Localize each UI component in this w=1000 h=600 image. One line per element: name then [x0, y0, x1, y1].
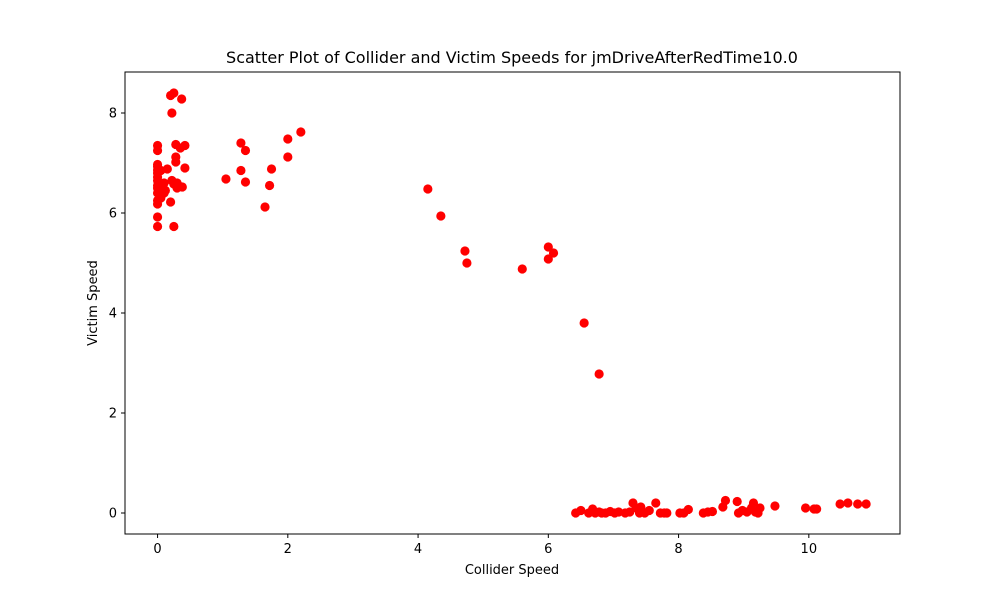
x-tick-label: 6	[544, 542, 552, 557]
data-point	[159, 178, 169, 188]
data-point	[423, 184, 433, 194]
data-point	[162, 164, 172, 174]
data-point	[152, 221, 163, 232]
y-tick-label: 6	[109, 207, 117, 222]
data-point	[843, 498, 853, 508]
data-point	[296, 127, 306, 137]
data-point	[853, 499, 863, 509]
data-point	[812, 504, 822, 514]
data-point	[543, 242, 553, 252]
data-point	[221, 174, 231, 184]
data-point	[240, 145, 251, 156]
data-point	[169, 88, 179, 98]
data-point	[707, 506, 718, 517]
data-point	[683, 504, 693, 515]
x-tick-label: 2	[284, 542, 292, 557]
data-point	[732, 496, 742, 507]
data-point	[283, 134, 293, 144]
y-tick-label: 2	[109, 407, 117, 422]
data-point	[240, 177, 251, 187]
data-point	[264, 180, 275, 191]
data-point	[165, 197, 176, 207]
data-point	[517, 264, 527, 274]
y-axis-label: Victim Speed	[86, 260, 101, 346]
data-point	[748, 498, 759, 508]
data-point	[180, 163, 190, 173]
y-tick-label: 0	[109, 507, 117, 522]
data-point	[720, 495, 731, 506]
data-point	[266, 164, 277, 174]
data-point	[576, 505, 586, 516]
data-point	[861, 499, 871, 509]
data-point	[283, 152, 293, 162]
y-tick-label: 4	[109, 307, 117, 322]
data-point	[644, 505, 654, 516]
chart-title: Scatter Plot of Collider and Victim Spee…	[226, 48, 798, 67]
data-point	[152, 212, 163, 222]
y-tick-label: 8	[109, 107, 117, 122]
y-axis-ticks: 0 2 4 6 8	[109, 107, 125, 522]
x-tick-label: 0	[153, 542, 161, 557]
data-point	[770, 501, 780, 511]
data-point	[152, 140, 163, 151]
data-point	[548, 248, 559, 258]
data-point	[177, 182, 187, 192]
data-point	[651, 498, 661, 508]
x-axis-label: Collider Speed	[465, 563, 559, 578]
x-tick-label: 8	[674, 542, 682, 557]
data-point	[579, 318, 589, 328]
data-point	[160, 185, 170, 196]
data-point	[755, 503, 765, 513]
data-point	[462, 258, 472, 268]
plot-frame	[124, 71, 901, 535]
data-point	[460, 246, 470, 256]
points-layer	[152, 88, 871, 518]
x-tick-label: 4	[414, 542, 422, 557]
data-point	[594, 369, 604, 379]
data-point	[543, 254, 553, 264]
data-point	[800, 503, 811, 513]
data-point	[177, 94, 187, 104]
data-point	[662, 508, 672, 518]
data-point	[171, 152, 181, 162]
data-point	[169, 221, 179, 232]
data-point	[260, 202, 270, 212]
data-point	[835, 499, 845, 509]
data-point	[236, 165, 246, 176]
x-axis-ticks: 0 2 4 6 8 10	[153, 534, 817, 557]
data-point	[167, 108, 177, 118]
data-point	[180, 140, 190, 151]
data-point	[236, 138, 246, 148]
x-tick-label: 10	[801, 542, 818, 557]
data-point	[436, 211, 446, 221]
